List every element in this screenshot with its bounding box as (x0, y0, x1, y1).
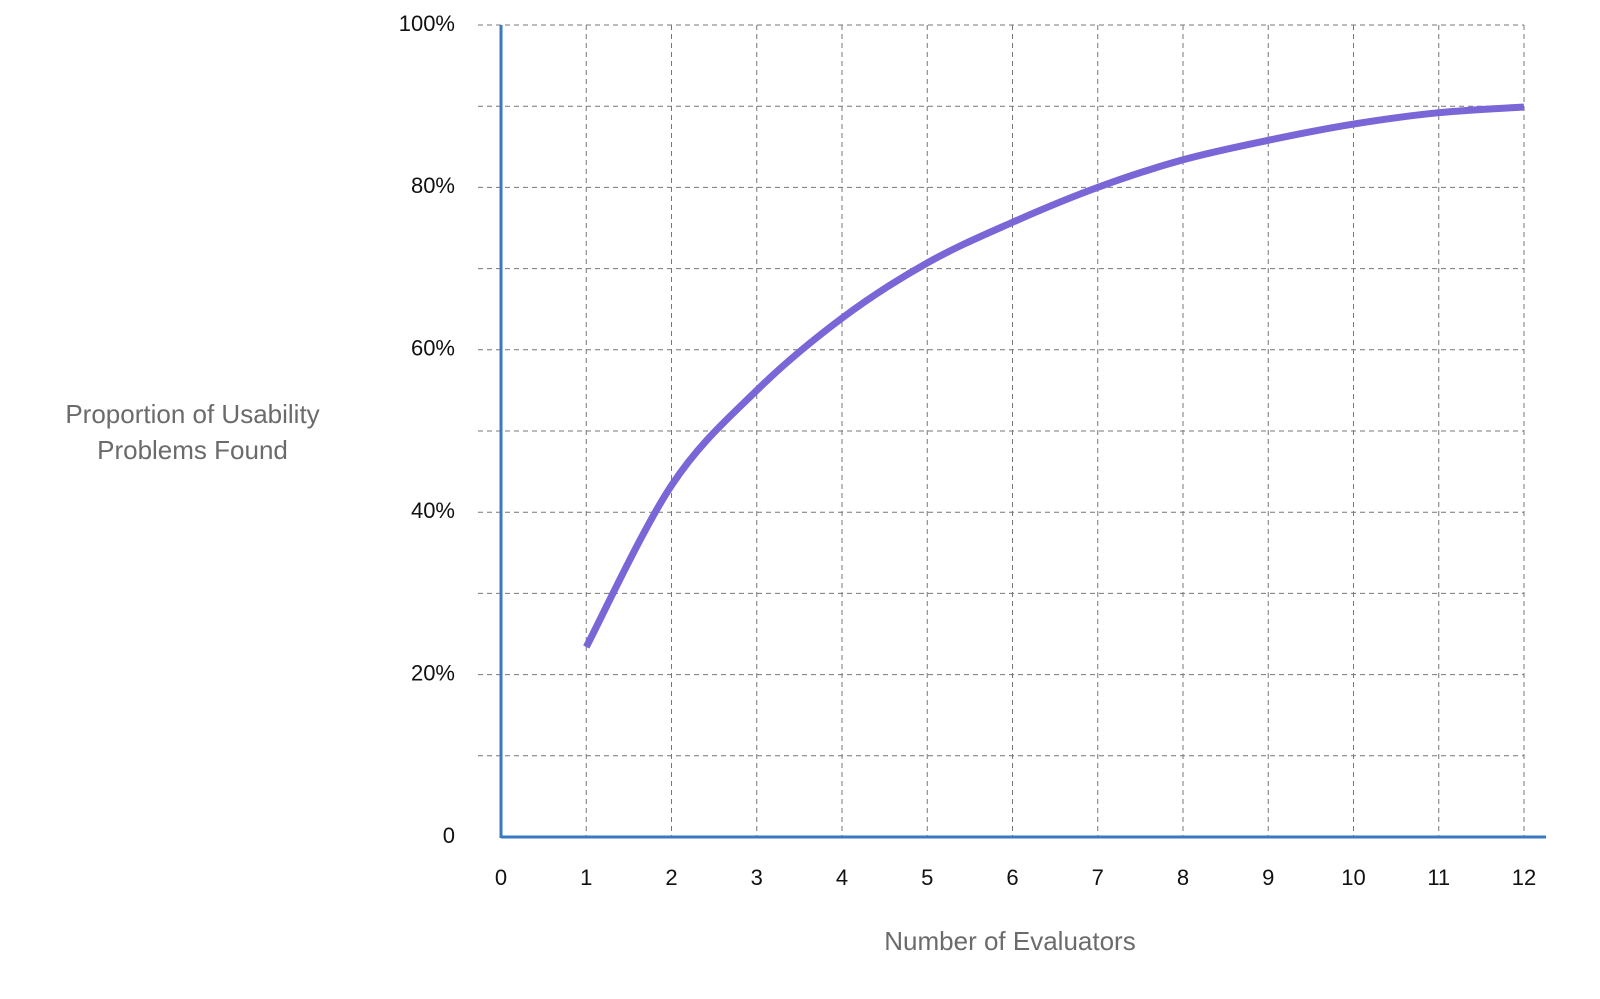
x-tick-label: 11 (1427, 865, 1450, 890)
x-tick-label: 2 (665, 865, 677, 890)
y-tick-label: 0 (443, 823, 455, 848)
x-tick-label: 12 (1512, 865, 1536, 890)
y-axis-label: Proportion of Usability Problems Found (65, 399, 320, 465)
x-tick-label: 0 (495, 865, 507, 890)
x-tick-label: 9 (1262, 865, 1274, 890)
y-tick-label: 100% (399, 11, 455, 36)
y-tick-label: 60% (411, 336, 455, 361)
x-tick-label: 4 (836, 865, 848, 890)
y-tick-label: 80% (411, 173, 455, 198)
y-tick-label: 40% (411, 498, 455, 523)
x-tick-label: 8 (1177, 865, 1189, 890)
x-tick-label: 3 (751, 865, 763, 890)
x-tick-label: 6 (1006, 865, 1018, 890)
y-tick-label: 20% (411, 660, 455, 685)
x-tick-label: 1 (580, 865, 592, 890)
x-tick-label: 10 (1341, 865, 1365, 890)
data-line (583, 103, 1525, 649)
x-tick-label: 5 (921, 865, 933, 890)
x-axis-label: Number of Evaluators (884, 926, 1136, 956)
x-tick-label: 7 (1092, 865, 1104, 890)
